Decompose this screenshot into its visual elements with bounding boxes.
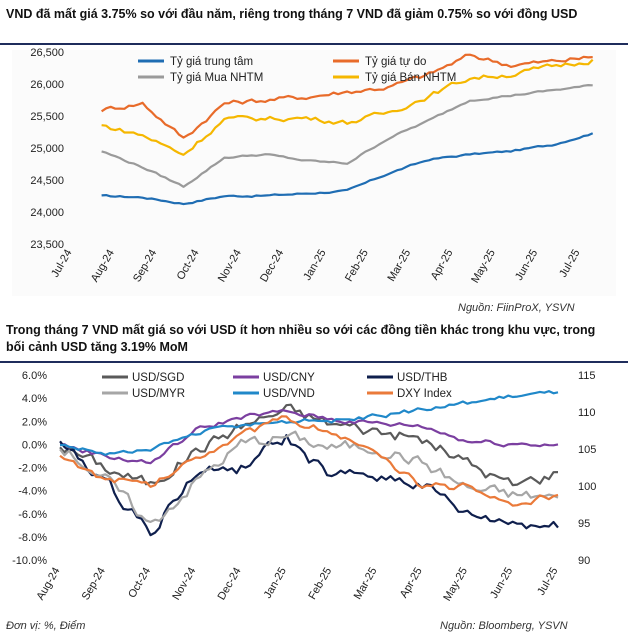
chart2-y-left-tick: -2.0% [18, 463, 47, 475]
chart2-unit-note: Đơn vị: %, Điểm [6, 620, 86, 632]
chart2-x-tick: Nov-24 [170, 566, 198, 603]
chart2-y-left-tick: 2.0% [22, 416, 47, 428]
chart1-legend-label-t-gi-b-n-nhtm: Tỷ giá Bán NHTM [365, 72, 456, 84]
chart2-y-right-tick: 100 [578, 481, 596, 493]
chart1-svg: 23,500 24,000 24,500 25,000 25,500 26,000 26,5… [12, 47, 616, 296]
chart2-x-tick: Jun-25 [488, 566, 515, 601]
chart2-legend-label-dxy-index: DXY Index [397, 388, 452, 400]
chart1-series-t-gi-t-do [100, 53, 593, 139]
chart2-y-left-tick: -8.0% [18, 532, 47, 544]
chart2-x-tick: Oct-24 [126, 566, 153, 601]
chart2-series-usd-thb [59, 434, 559, 537]
chart1-series-t-gi-mua-nhtm [101, 84, 593, 188]
chart1-y-tick: 26,500 [30, 47, 64, 59]
chart2-legend-label-usd-vnd: USD/VND [263, 388, 315, 400]
chart1-source: Nguồn: FiinProX, YSVN [458, 302, 575, 314]
chart2-x-tick: Dec-24 [216, 566, 244, 603]
chart2-y-right-tick: 110 [578, 407, 596, 419]
chart1-y-tick: 25,000 [30, 143, 64, 155]
chart2-title: Trong tháng 7 VND mất giá so với USD ít … [6, 323, 596, 354]
chart1-y-tick: 23,500 [30, 239, 64, 251]
chart2-x-tick: Jan-25 [262, 566, 289, 601]
chart1-y-tick: 25,500 [30, 111, 64, 123]
chart2-x-tick: Mar-25 [352, 566, 380, 602]
chart2-x-tick: Feb-25 [306, 566, 334, 602]
chart2-source: Nguồn: Bloomberg, YSVN [440, 620, 568, 632]
chart1-series-t-gi-trung-t-m [101, 132, 594, 206]
chart1-legend-label-t-gi-trung-t-m: Tỷ giá trung tâm [170, 56, 253, 68]
chart2-y-right-tick: 95 [578, 518, 590, 530]
chart2-x-tick: Sep-24 [80, 566, 108, 603]
chart2-y-right-tick: 115 [578, 370, 596, 382]
chart2-legend-label-usd-thb: USD/THB [397, 372, 448, 384]
chart2-legend-label-usd-sgd: USD/SGD [132, 372, 184, 384]
chart1-legend-label-t-gi-t-do: Tỷ giá tự do [365, 56, 426, 68]
chart2-y-left-tick: -6.0% [18, 509, 47, 521]
chart2-legend-label-usd-myr: USD/MYR [132, 388, 185, 400]
chart2-y-left-tick: -10.0% [12, 555, 47, 567]
chart1-series-t-gi-b-n-nhtm [101, 58, 594, 156]
chart2-series-usd-vnd [59, 390, 559, 456]
chart2-y-left-tick: -4.0% [18, 486, 47, 498]
chart1-y-tick: 24,000 [30, 207, 64, 219]
chart2-series-usd-myr [59, 430, 559, 523]
chart1-y-tick: 24,500 [30, 175, 64, 187]
chart2-x-tick: Aug-24 [34, 566, 62, 603]
chart1-title-rule [0, 43, 628, 45]
chart2-y-right-tick: 105 [578, 444, 596, 456]
chart1-plot-background [12, 50, 616, 296]
chart2-legend-label-usd-cny: USD/CNY [263, 372, 315, 384]
chart1-title: VND đã mất giá 3.75% so với đầu năm, riê… [6, 7, 578, 21]
chart2-series-dxy-index [59, 415, 559, 507]
chart2-x-tick: May-25 [441, 566, 470, 604]
chart1-y-tick: 26,000 [30, 79, 64, 91]
chart2-y-left-tick: 4.0% [22, 393, 47, 405]
chart2-x-tick: Apr-25 [398, 566, 425, 601]
chart2-title-rule [0, 361, 628, 363]
chart1-legend-label-t-gi-mua-nhtm: Tỷ giá Mua NHTM [170, 72, 263, 84]
chart2-y-left-tick: 6.0% [22, 370, 47, 382]
chart2-y-left-tick: 0.0% [22, 439, 47, 451]
chart2-y-right-tick: 90 [578, 555, 590, 567]
chart2-x-tick: Jul-25 [535, 566, 560, 598]
chart2-series-usd-cny [59, 409, 559, 465]
